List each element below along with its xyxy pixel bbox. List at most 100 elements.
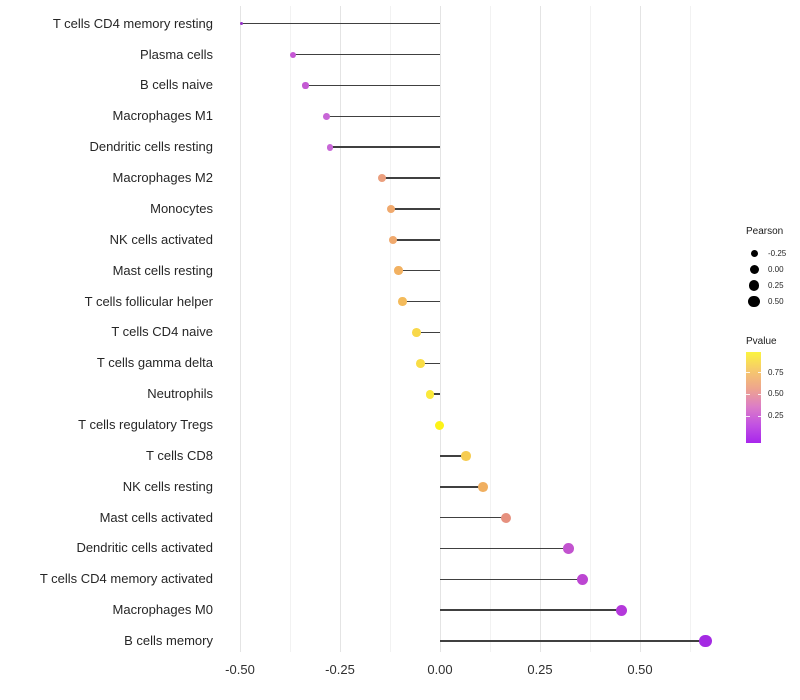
- gridline-major: [340, 6, 341, 652]
- lollipop-stick: [440, 578, 583, 581]
- y-axis-label: T cells follicular helper: [84, 293, 213, 309]
- gridline-minor: [290, 6, 291, 652]
- y-axis-label: Macrophages M1: [112, 108, 213, 124]
- lollipop-dot: [378, 174, 387, 183]
- y-axis-label: B cells memory: [124, 633, 213, 649]
- y-axis-label: NK cells activated: [109, 231, 213, 247]
- colorbar-tick: [757, 393, 761, 395]
- lollipop-stick: [440, 547, 569, 550]
- gridline-minor: [490, 6, 491, 652]
- lollipop-dot: [425, 389, 435, 399]
- lollipop-stick: [382, 177, 440, 179]
- legend-size-dot: [749, 280, 760, 291]
- colorbar-tick: [746, 393, 750, 395]
- colorbar-tick: [746, 415, 750, 417]
- lollipop-dot: [416, 358, 426, 368]
- y-axis-label: T cells CD4 memory activated: [39, 571, 213, 587]
- gridline-minor: [590, 6, 591, 652]
- colorbar-tick-label: 0.25: [768, 411, 784, 421]
- lollipop-dot: [302, 82, 309, 89]
- pvalue-color-legend: Pvalue 0.75 0.50 0.25: [746, 336, 800, 446]
- lollipop-dot: [478, 481, 489, 492]
- legend-size-dot: [750, 250, 758, 258]
- y-axis-label: Neutrophils: [147, 386, 213, 402]
- lollipop-stick: [440, 486, 484, 488]
- lollipop-stick: [420, 362, 440, 365]
- lollipop-stick: [440, 516, 506, 519]
- y-axis-label: T cells gamma delta: [96, 355, 213, 371]
- colorbar-tick: [757, 372, 761, 374]
- size-legend-title: Pearson: [746, 226, 784, 237]
- lollipop-dot: [239, 22, 243, 26]
- x-axis-tick-label: -0.50: [225, 662, 255, 677]
- y-axis-label: NK cells resting: [122, 478, 213, 494]
- pvalue-colorbar-gradient: [746, 352, 761, 443]
- lollipop-dot: [412, 328, 422, 337]
- lollipop-stick: [440, 455, 466, 457]
- legend-size-dot: [748, 295, 761, 308]
- lollipop-dot: [577, 573, 589, 585]
- gridline-minor: [390, 6, 391, 652]
- lollipop-dot: [322, 112, 330, 120]
- lollipop-dot: [394, 266, 403, 275]
- lollipop-stick: [440, 609, 622, 611]
- x-axis-tick-label: 0.50: [627, 662, 653, 677]
- legend-size-label: 0.25: [768, 281, 784, 291]
- lollipop-stick: [416, 331, 440, 334]
- lollipop-stick: [440, 640, 706, 642]
- lollipop-stick: [398, 269, 440, 272]
- y-axis-label: Mast cells resting: [112, 262, 213, 278]
- colorbar-tick-label: 0.50: [768, 389, 784, 399]
- y-axis-label: T cells regulatory Tregs: [78, 417, 213, 432]
- y-axis-label: T cells CD4 memory resting: [52, 15, 213, 31]
- lollipop-stick: [241, 22, 440, 25]
- pearson-size-legend: Pearson -0.25 0.00 0.25 0.50: [746, 226, 800, 316]
- y-axis-label: T cells CD4 naive: [111, 324, 213, 340]
- legend-size-label: 0.00: [768, 265, 784, 275]
- lollipop-dot: [326, 143, 334, 151]
- lollipop-stick: [391, 208, 440, 210]
- legend-size-label: -0.25: [768, 249, 787, 259]
- lollipop-dot: [615, 604, 627, 616]
- y-axis-label: Macrophages M0: [112, 602, 213, 618]
- lollipop-dot: [435, 420, 445, 430]
- colorbar-tick: [746, 372, 750, 374]
- lollipop-stick: [402, 300, 440, 303]
- lollipop-stick: [430, 393, 440, 395]
- colorbar-tick-label: 0.75: [768, 367, 784, 377]
- gridline-major: [540, 6, 541, 652]
- lollipop-stick: [305, 84, 440, 87]
- y-axis-label: Macrophages M2: [112, 170, 213, 186]
- y-axis-label: Mast cells activated: [99, 509, 213, 525]
- lollipop-stick: [393, 239, 440, 241]
- lollipop-dot: [389, 235, 398, 244]
- lollipop-stick: [326, 115, 440, 118]
- lollipop-stick: [330, 146, 440, 148]
- x-axis-tick-label: 0.00: [427, 662, 453, 677]
- y-axis-label: T cells CD8: [146, 447, 213, 463]
- y-axis-label: Plasma cells: [140, 46, 213, 62]
- lollipop-dot: [398, 297, 407, 306]
- gridline-major: [640, 6, 641, 652]
- gridline-major: [240, 6, 241, 652]
- lollipop-dot: [699, 634, 712, 648]
- lollipop-stick: [293, 53, 440, 56]
- y-axis-label: B cells naive: [140, 77, 213, 93]
- legend-size-dot: [749, 265, 759, 275]
- lollipop-dot: [500, 512, 511, 523]
- lollipop-dot: [563, 543, 575, 554]
- y-axis-label: Dendritic cells activated: [76, 540, 213, 556]
- legend-size-label: 0.50: [768, 297, 784, 307]
- lollipop-dot: [290, 51, 297, 58]
- x-axis-tick-label: -0.25: [325, 662, 355, 677]
- lollipop-dot: [461, 451, 471, 461]
- gridline-minor: [690, 6, 691, 652]
- gridline-major: [440, 6, 441, 652]
- x-axis-tick-label: 0.25: [527, 662, 553, 677]
- color-legend-title: Pvalue: [746, 336, 777, 347]
- lollipop-dot: [387, 204, 396, 213]
- y-axis-label: Dendritic cells resting: [89, 139, 213, 155]
- y-axis-label: Monocytes: [150, 200, 213, 216]
- colorbar-tick: [757, 415, 761, 417]
